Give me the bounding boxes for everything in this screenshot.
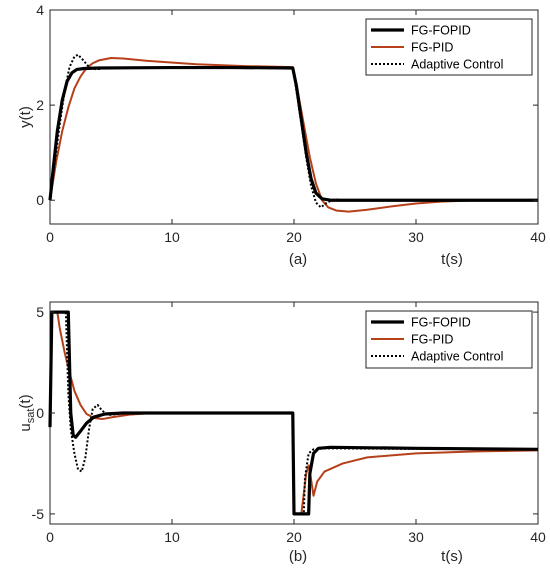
- ylabel-b-subscript: sat: [25, 409, 37, 424]
- axes-a: 0 10 20 30 40 0 2 4: [36, 2, 546, 245]
- y-tick-label: 2: [36, 97, 44, 113]
- legend-label: FG-FOPID: [411, 316, 471, 330]
- series-layer-a: [48, 53, 538, 213]
- y-tick-label: 5: [36, 304, 44, 320]
- legend-label: FG-PID: [411, 333, 453, 347]
- x-tick-label: 20: [286, 529, 302, 545]
- axes-b: 0 10 20 30 40-505: [32, 302, 546, 545]
- xlabel-a: t(s): [441, 251, 463, 268]
- ylabel-a: y(t): [17, 106, 34, 128]
- panel-a: 0 10 20 30 40 0 2 4 y(t) (a) t(s) FG-FOPID FG-PI…: [17, 2, 546, 268]
- panel-label-b: (b): [289, 548, 307, 565]
- series-line-adaptive-control: [50, 311, 539, 515]
- legend-a: FG-FOPID FG-PID Adaptive Control: [365, 18, 533, 76]
- y-tick-label: 0: [36, 192, 44, 208]
- x-tick-label: 30: [408, 529, 424, 545]
- legend-label: FG-PID: [411, 41, 453, 55]
- x-tick-label: 40: [530, 529, 546, 545]
- series-line-fg-fopid: [48, 65, 538, 202]
- legend-label: Adaptive Control: [411, 350, 503, 364]
- x-tick-label: 20: [286, 229, 302, 245]
- panel-b: 0 10 20 30 40-505 usat(t) (b) t(s) FG-FOPIDF…: [17, 301, 546, 565]
- ylabel-b-main: u: [17, 423, 34, 431]
- y-tick-label: 0: [36, 405, 44, 421]
- y-tick-label: -5: [32, 506, 45, 522]
- series-layer-b: [48, 310, 539, 516]
- legend-label: Adaptive Control: [411, 58, 503, 72]
- xlabel-b: t(s): [441, 548, 463, 565]
- x-tick-label: 10: [164, 529, 180, 545]
- x-tick-label: 40: [530, 229, 546, 245]
- x-tick-label: 10: [164, 229, 180, 245]
- legend-label: FG-FOPID: [411, 24, 471, 38]
- ylabel-b-suffix: (t): [17, 394, 34, 408]
- series-line-adaptive-control: [49, 53, 538, 209]
- legend-b: FG-FOPID FG-PID Adaptive Control: [365, 310, 533, 369]
- y-tick-label: 4: [36, 2, 44, 18]
- ylabel-b: usat(t): [17, 394, 37, 431]
- x-tick-label: 30: [408, 229, 424, 245]
- x-tick-label: 0: [46, 229, 54, 245]
- x-tick-label: 0: [46, 529, 54, 545]
- panel-label-a: (a): [289, 251, 307, 268]
